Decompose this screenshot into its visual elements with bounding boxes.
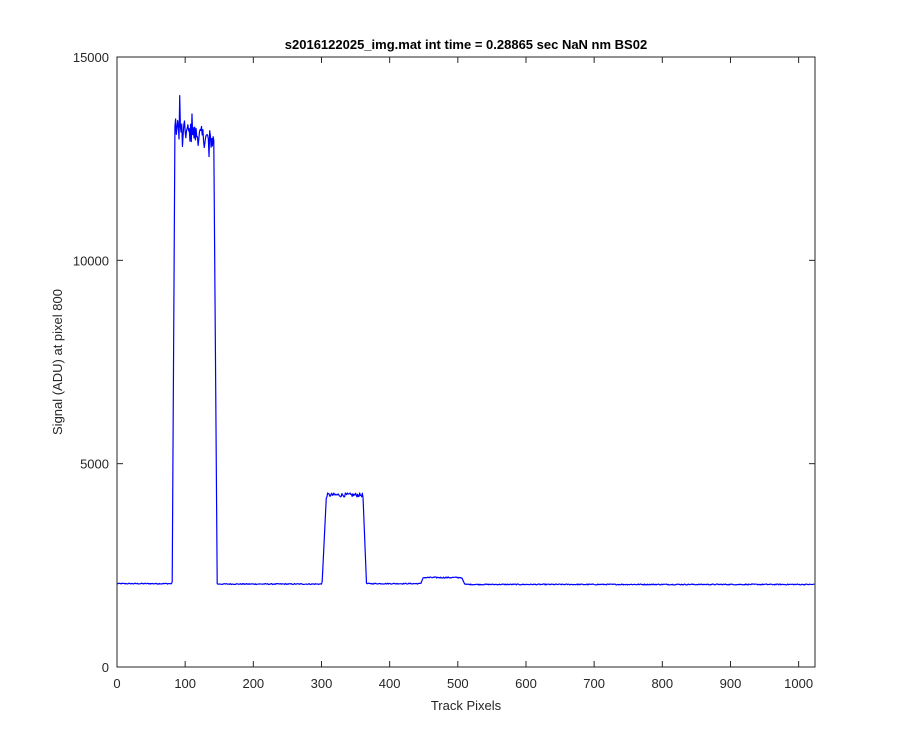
plot-background — [117, 57, 815, 667]
axes-box — [116, 56, 816, 668]
signal-series-line — [116, 95, 815, 586]
x-tick-label: 900 — [720, 676, 742, 691]
chart-title: s2016122025_img.mat int time = 0.28865 s… — [285, 37, 647, 52]
y-tick-label: 10000 — [73, 253, 109, 268]
x-tick-label: 0 — [113, 676, 120, 691]
x-tick-label: 700 — [583, 676, 605, 691]
plot-area — [116, 56, 816, 668]
x-tick-label: 400 — [379, 676, 401, 691]
x-axis-ticks: 0 100 200 300 400 500 600 700 800 900 1000 — [113, 57, 813, 691]
x-tick-label: 600 — [515, 676, 537, 691]
x-tick-label: 500 — [447, 676, 469, 691]
y-tick-label: 15000 — [73, 50, 109, 65]
y-axis-ticks: 0 5000 10000 15000 — [73, 50, 815, 675]
y-tick-label: 5000 — [80, 457, 109, 472]
y-axis-label: Signal (ADU) at pixel 800 — [50, 289, 65, 435]
x-tick-label: 100 — [174, 676, 196, 691]
x-tick-label: 200 — [242, 676, 264, 691]
x-tick-label: 1000 — [784, 676, 813, 691]
x-axis-label: Track Pixels — [431, 698, 502, 713]
x-tick-label: 800 — [651, 676, 673, 691]
x-tick-label: 300 — [311, 676, 333, 691]
y-tick-label: 0 — [102, 660, 109, 675]
